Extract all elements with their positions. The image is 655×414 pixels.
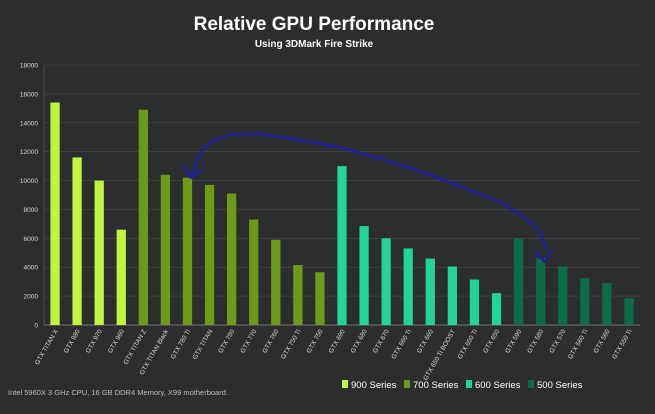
- bar: [359, 226, 369, 325]
- y-tick-label: 2000: [24, 294, 39, 301]
- bar: [580, 278, 590, 325]
- y-tick-label: 4000: [24, 265, 39, 272]
- chart-title: Relative GPU Performance: [194, 14, 435, 35]
- bar: [138, 109, 148, 326]
- y-tick-label: 18000: [20, 63, 38, 70]
- bar: [249, 219, 259, 325]
- legend-swatch: [342, 380, 348, 388]
- bar: [50, 102, 60, 325]
- bar: [94, 180, 104, 325]
- bar: [447, 266, 458, 325]
- arrow-path: [190, 132, 546, 252]
- bar: [602, 283, 612, 325]
- bar: [469, 279, 480, 325]
- y-tick-label: 6000: [24, 236, 39, 243]
- annotation-arrow: [181, 132, 553, 264]
- bar: [72, 157, 82, 325]
- bar: [513, 238, 524, 325]
- bar: [116, 229, 126, 325]
- arrow-head-lower: [534, 248, 553, 264]
- bar: [315, 272, 325, 325]
- y-tick-label: 16000: [20, 91, 38, 98]
- legend-swatch: [466, 380, 472, 388]
- legend-label: 500 Series: [537, 380, 583, 391]
- legend-label: 600 Series: [475, 380, 521, 391]
- bar: [293, 265, 303, 325]
- legend-label: 700 Series: [413, 380, 459, 391]
- bar: [160, 174, 171, 325]
- bar: [182, 177, 193, 325]
- y-tick-label: 0: [34, 323, 38, 330]
- bar: [536, 258, 546, 325]
- legend-swatch: [528, 380, 534, 388]
- bars: [50, 102, 634, 326]
- bar: [226, 193, 237, 325]
- chart-subtitle: Using 3DMark Fire Strike: [255, 39, 374, 50]
- bar: [624, 298, 634, 325]
- y-tick-label: 8000: [24, 207, 39, 214]
- bar: [425, 258, 435, 325]
- bar: [337, 166, 347, 325]
- bar: [271, 239, 281, 325]
- y-tick-label: 14000: [20, 120, 38, 127]
- bar: [558, 266, 568, 325]
- y-tick-label: 12000: [20, 149, 38, 156]
- y-tick-label: 10000: [20, 178, 38, 185]
- footnote: Intel 5960X 3 GHz CPU, 16 GB DDR4 Memory…: [8, 388, 228, 397]
- arrow-head-upper: [181, 164, 203, 180]
- bar: [403, 248, 413, 325]
- bar: [381, 238, 391, 325]
- bar: [204, 184, 215, 325]
- bar: [491, 293, 502, 325]
- legend-swatch: [404, 380, 410, 388]
- legend: 900 Series 700 Series 600 Series 500 Series: [342, 380, 583, 391]
- legend-label: 900 Series: [351, 380, 397, 391]
